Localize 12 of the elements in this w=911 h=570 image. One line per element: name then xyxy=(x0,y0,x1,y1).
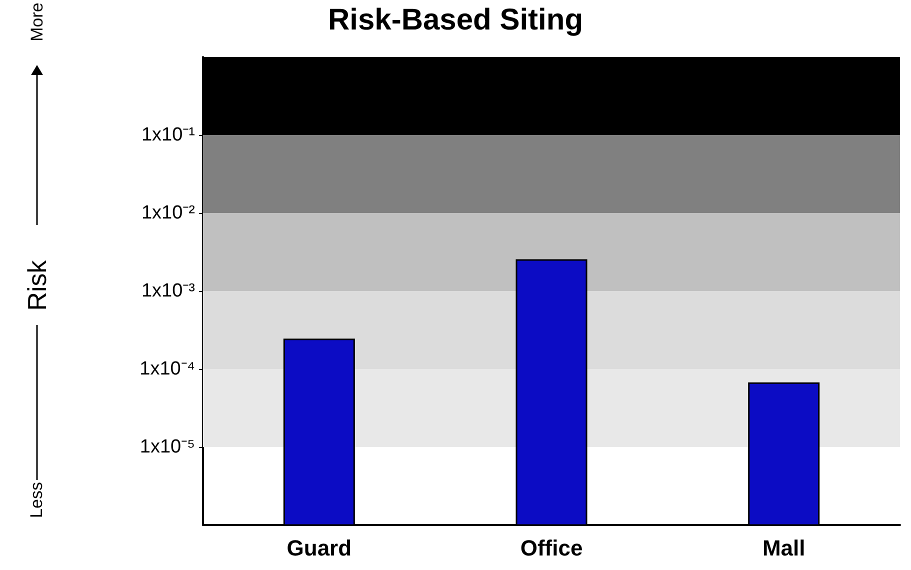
text: More xyxy=(26,2,47,42)
y-axis-title: Risk xyxy=(21,260,52,310)
y-tick-label: 1x10⁻⁵ xyxy=(140,436,195,458)
y-tick-label: 1x10⁻⁴ xyxy=(140,358,195,380)
x-tick-label: Guard xyxy=(286,536,352,560)
text: Less xyxy=(26,482,47,518)
y-tick-label: 1x10⁻³ xyxy=(141,280,195,302)
y-tick-label: 1x10⁻² xyxy=(141,202,195,224)
chart-title: Risk-Based Siting xyxy=(328,4,584,36)
x-tick-label: Mall xyxy=(762,536,806,560)
x-tick-label: Office xyxy=(520,536,583,560)
y-tick-label: 1x10⁻¹ xyxy=(141,124,195,146)
